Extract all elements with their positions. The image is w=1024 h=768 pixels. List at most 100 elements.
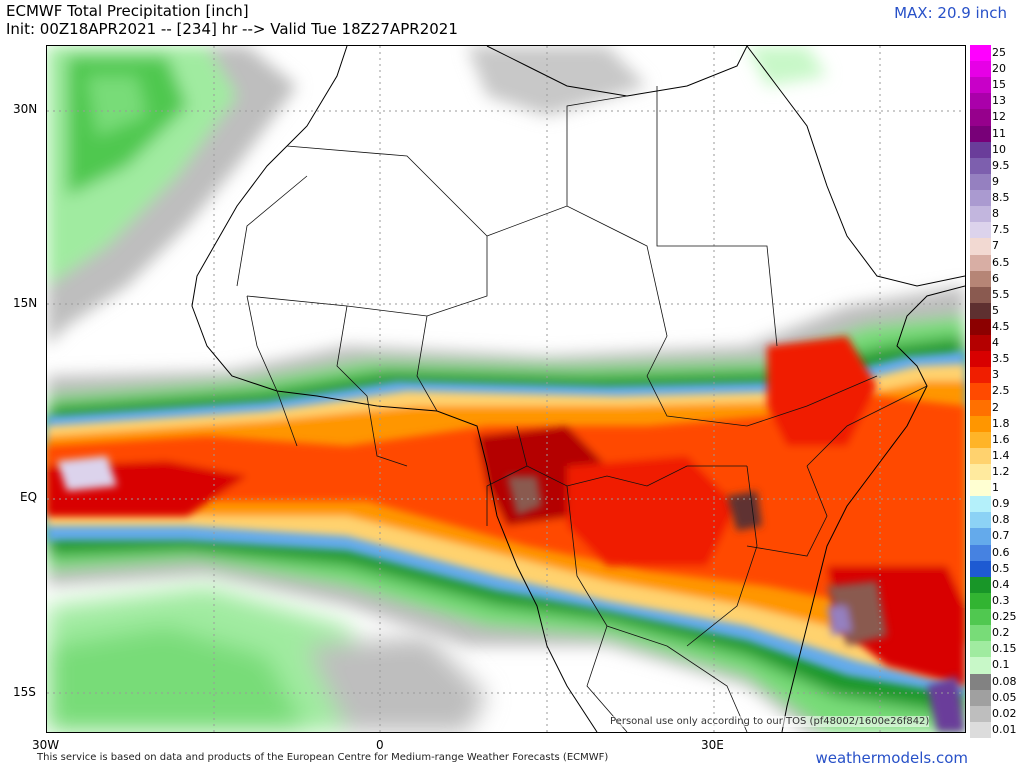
legend-swatch: [970, 190, 991, 207]
legend-item: 20: [970, 61, 1018, 78]
legend-swatch: [970, 45, 991, 62]
graticule: [47, 46, 965, 732]
legend-swatch: [970, 367, 991, 384]
lat-label-15n: 15N: [13, 296, 38, 310]
south-atlantic-precip: [47, 586, 487, 732]
legend-swatch: [970, 496, 991, 513]
legend-swatch: [970, 125, 991, 142]
legend-item: 8: [970, 206, 1018, 223]
legend-swatch: [970, 173, 991, 191]
legend-item: 0.1: [970, 657, 1018, 674]
extreme-precip-cells: [57, 456, 965, 732]
legend-label: 0.25: [992, 610, 1017, 624]
legend-swatch: [970, 109, 991, 126]
legend-label: 11: [992, 126, 1006, 140]
legend-swatch: [970, 528, 991, 545]
legend-swatch: [970, 721, 991, 738]
lon-label-0: 0: [376, 738, 384, 752]
legend-swatch: [970, 592, 991, 610]
legend-swatch: [970, 351, 991, 368]
legend-item: 2.5: [970, 383, 1018, 400]
legend-swatch: [970, 609, 991, 626]
africa-coastline-icon: [191, 46, 965, 732]
legend-swatch: [970, 286, 991, 303]
north-atlantic-precip: [47, 46, 827, 346]
legend-label: 4: [992, 336, 999, 350]
legend-swatch: [970, 544, 991, 561]
color-legend: 25 20 15 13 12 11 10 9.5 9 8.5 8 7.5 7 6.5 6 5.5 5 4.5 4 3.…: [970, 45, 1018, 738]
legend-label: 6: [992, 271, 999, 285]
legend-swatch: [970, 657, 991, 674]
legend-label: 5.5: [992, 287, 1010, 301]
legend-swatch: [970, 447, 991, 465]
legend-item: 12: [970, 109, 1018, 126]
legend-swatch: [970, 222, 991, 239]
legend-label: 0.02: [992, 706, 1017, 720]
legend-swatch: [970, 512, 991, 529]
legend-label: 5: [992, 303, 999, 317]
lat-label-eq: EQ: [20, 490, 38, 504]
legend-item: 1.4: [970, 447, 1018, 465]
legend-item: 0.15: [970, 641, 1018, 658]
legend-label: 0.6: [992, 545, 1010, 559]
legend-swatch: [970, 383, 991, 400]
legend-item: 5: [970, 302, 1018, 319]
legend-item: 0.02: [970, 705, 1018, 722]
legend-label: 0.8: [992, 513, 1010, 527]
legend-label: 3: [992, 368, 999, 382]
legend-label: 0.05: [992, 690, 1017, 704]
legend-label: 1.4: [992, 448, 1010, 462]
legend-label: 0.01: [992, 722, 1017, 736]
legend-swatch: [970, 689, 991, 706]
legend-label: 0.5: [992, 561, 1010, 575]
legend-item: 9: [970, 173, 1018, 191]
legend-swatch: [970, 705, 991, 722]
legend-label: 1.6: [992, 432, 1010, 446]
legend-label: 1.2: [992, 465, 1010, 479]
ecmwf-attribution: This service is based on data and produc…: [37, 752, 609, 763]
legend-label: 0.1: [992, 658, 1010, 672]
legend-swatch: [970, 238, 991, 255]
legend-swatch: [970, 415, 991, 432]
legend-label: 7.5: [992, 223, 1010, 237]
legend-label: 9: [992, 174, 999, 188]
legend-label: 0.15: [992, 642, 1017, 656]
legend-swatch: [970, 673, 991, 690]
legend-item: 3.5: [970, 351, 1018, 368]
legend-item: 6.5: [970, 254, 1018, 271]
legend-swatch: [970, 318, 991, 336]
legend-label: 8: [992, 207, 999, 221]
legend-item: 11: [970, 125, 1018, 142]
legend-swatch: [970, 560, 991, 577]
legend-label: 1: [992, 481, 999, 495]
legend-item: 0.25: [970, 609, 1018, 626]
legend-swatch: [970, 93, 991, 110]
legend-label: 2: [992, 400, 999, 414]
legend-item: 1.2: [970, 464, 1018, 481]
legend-item: 0.7: [970, 528, 1018, 545]
legend-label: 7: [992, 239, 999, 253]
legend-item: 0.5: [970, 560, 1018, 577]
legend-item: 15: [970, 77, 1018, 94]
legend-label: 10: [992, 142, 1006, 156]
legend-swatch: [970, 625, 991, 642]
tos-notice: Personal use only according to our TOS (…: [610, 716, 930, 727]
legend-swatch: [970, 61, 991, 78]
legend-swatch: [970, 141, 991, 158]
legend-item: 10: [970, 141, 1018, 158]
legend-item: 0.9: [970, 496, 1018, 513]
legend-label: 0.9: [992, 497, 1010, 511]
legend-item: 3: [970, 367, 1018, 384]
brand-link[interactable]: weathermodels.com: [815, 749, 968, 767]
legend-swatch: [970, 206, 991, 223]
legend-label: 12: [992, 110, 1006, 124]
legend-label: 15: [992, 78, 1006, 92]
lat-label-30n: 30N: [13, 102, 38, 116]
precipitation-map[interactable]: [46, 45, 966, 733]
legend-item: 7.5: [970, 222, 1018, 239]
legend-swatch: [970, 270, 991, 287]
legend-label: 3.5: [992, 352, 1010, 366]
legend-swatch: [970, 254, 991, 271]
lat-label-15s: 15S: [13, 685, 36, 699]
legend-label: 6.5: [992, 255, 1010, 269]
